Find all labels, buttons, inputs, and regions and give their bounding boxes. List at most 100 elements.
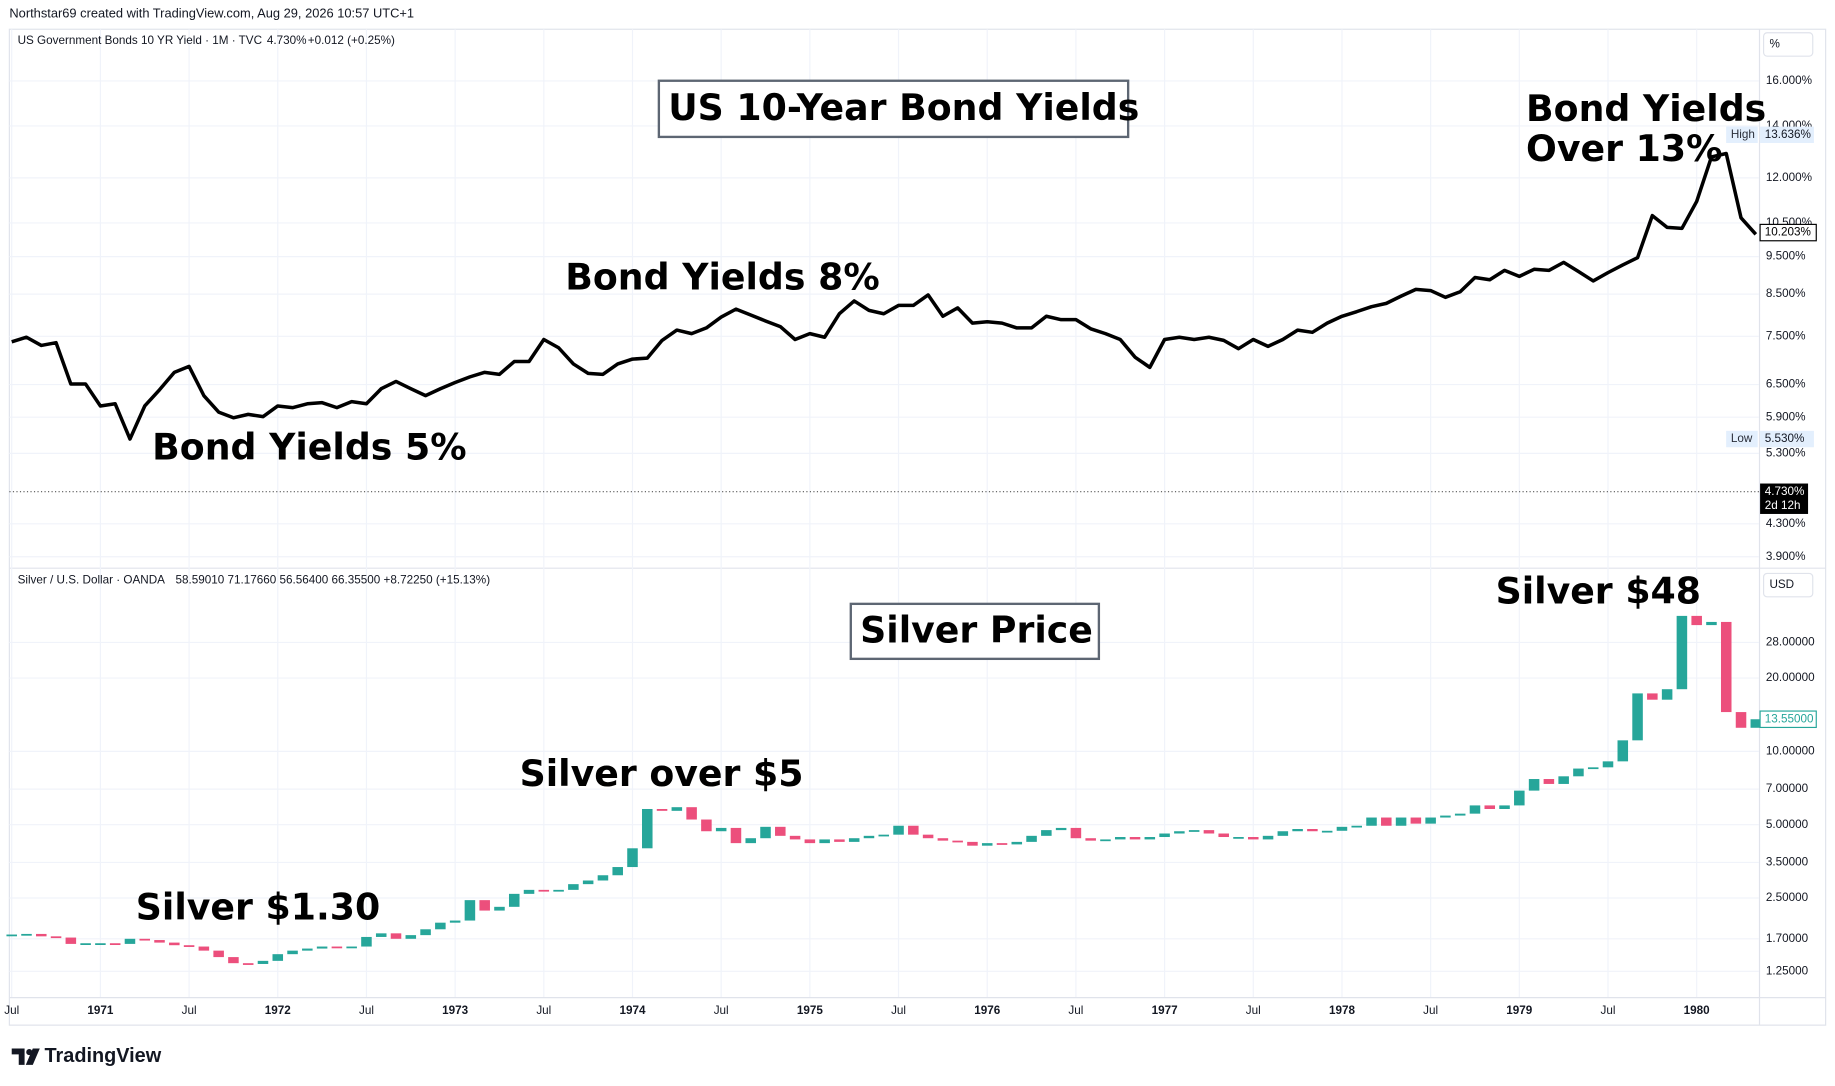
x-tick-label: Jul [536,1004,551,1017]
candle-up [1602,761,1614,768]
quote-label: 58.59010 71.17660 56.56400 66.35500 +8.7… [176,574,491,587]
candle-up [346,946,357,949]
candle-up [1632,693,1643,741]
y-tick-label: 28.00000 [1766,636,1815,649]
candle-up [1055,827,1067,831]
x-tick-label: Jul [359,1004,374,1017]
candle-up [760,826,771,839]
candle-up [1144,837,1156,840]
chart-frame [8,28,1827,1026]
candle-down [1085,838,1096,841]
candle-up [302,948,313,951]
x-tick-label: 1971 [87,1004,114,1017]
price-box [1759,223,1817,242]
candle-up [1558,776,1569,784]
candle-up [819,839,830,844]
candle-down [908,825,919,835]
candle-up [568,884,579,890]
candle-up [508,893,520,907]
last-price-label: 4.730% [1765,485,1805,498]
candle-up [1351,825,1362,828]
x-tick-label: Jul [714,1004,729,1017]
candle-down [730,827,742,844]
candle-up [1514,790,1525,806]
unit-box [1763,572,1814,598]
candle-down [656,808,668,811]
y-tick-label: 20.00000 [1766,671,1815,684]
candle-up [1573,768,1584,777]
candle-up [1292,829,1303,832]
candle-down [154,940,165,943]
marker-name-box [1726,126,1758,144]
candle-down [775,826,786,836]
annotation: Bond Yields 5% [152,425,466,468]
candle-up [1661,689,1673,700]
candle-up [1366,817,1377,826]
candle-down [922,834,934,839]
candle-up [553,889,564,892]
candle-down [1248,837,1259,840]
candle-up [21,933,32,936]
candle-up [671,807,683,811]
annotation: Silver $48 [1496,569,1701,612]
candle-down [242,963,254,965]
candle-up [272,954,284,961]
candle-up [124,938,136,944]
candle-up [80,943,91,946]
symbol-label: Silver / U.S. Dollar · OANDA [18,574,166,587]
marker-name-box [1726,430,1758,448]
y-tick-label: 6.500% [1766,378,1806,391]
tradingview-logo: TradingView [11,1045,162,1067]
last-price-box [1760,483,1809,514]
x-tick-label: 1975 [797,1004,824,1017]
candle-down [198,946,210,951]
x-tick-label: Jul [182,1004,197,1017]
yield-line [11,151,1758,441]
candle-up [1469,805,1481,814]
marker-box [1760,430,1814,448]
symbol-label: US Government Bonds 10 YR Yield · 1M · T… [18,34,262,47]
candle-up [848,838,860,842]
candle-up [257,960,269,964]
logo-mark [11,1048,40,1065]
candle-up [612,867,623,876]
x-tick-label: Jul [1423,1004,1438,1017]
x-tick-label: Jul [1246,1004,1261,1017]
candle-up [582,880,594,885]
candle-up [1499,805,1510,809]
grid-layer [9,29,1759,998]
x-tick-label: Jul [1068,1004,1083,1017]
price-label: 10.203% [1765,226,1811,239]
candle-up [1026,835,1037,842]
candle-down [1647,693,1658,700]
candle-up [1100,839,1111,842]
y-tick-label: 12.000% [1766,171,1812,184]
credit: Northstar69 created with TradingView.com… [9,5,414,20]
candle-up [745,838,757,844]
marker-box [1760,126,1814,144]
change-label: +0.012 (+0.25%) [308,34,395,47]
candle-down [139,938,151,941]
candle-up [95,943,106,946]
candle-down [834,839,845,842]
countdown-label: 2d 12h [1765,499,1801,512]
marker-name: High [1731,128,1755,141]
unit-label: USD [1769,578,1794,591]
candle-up [1750,719,1762,728]
candle-up [627,848,638,868]
y-tick-label: 4.300% [1766,517,1806,530]
y-tick-label: 7.500% [1766,329,1806,342]
chart-title: Silver Price [860,609,1093,652]
candle-up [361,936,372,947]
x-tick-label: 1977 [1152,1004,1178,1017]
candle-down [228,957,239,964]
candle-up [1159,833,1170,838]
candle-up [1262,835,1274,840]
y-tick-label: 1.25000 [1766,964,1809,977]
candle-down [1070,827,1082,839]
candle-up [1041,830,1052,836]
mark-layer [6,151,1762,965]
